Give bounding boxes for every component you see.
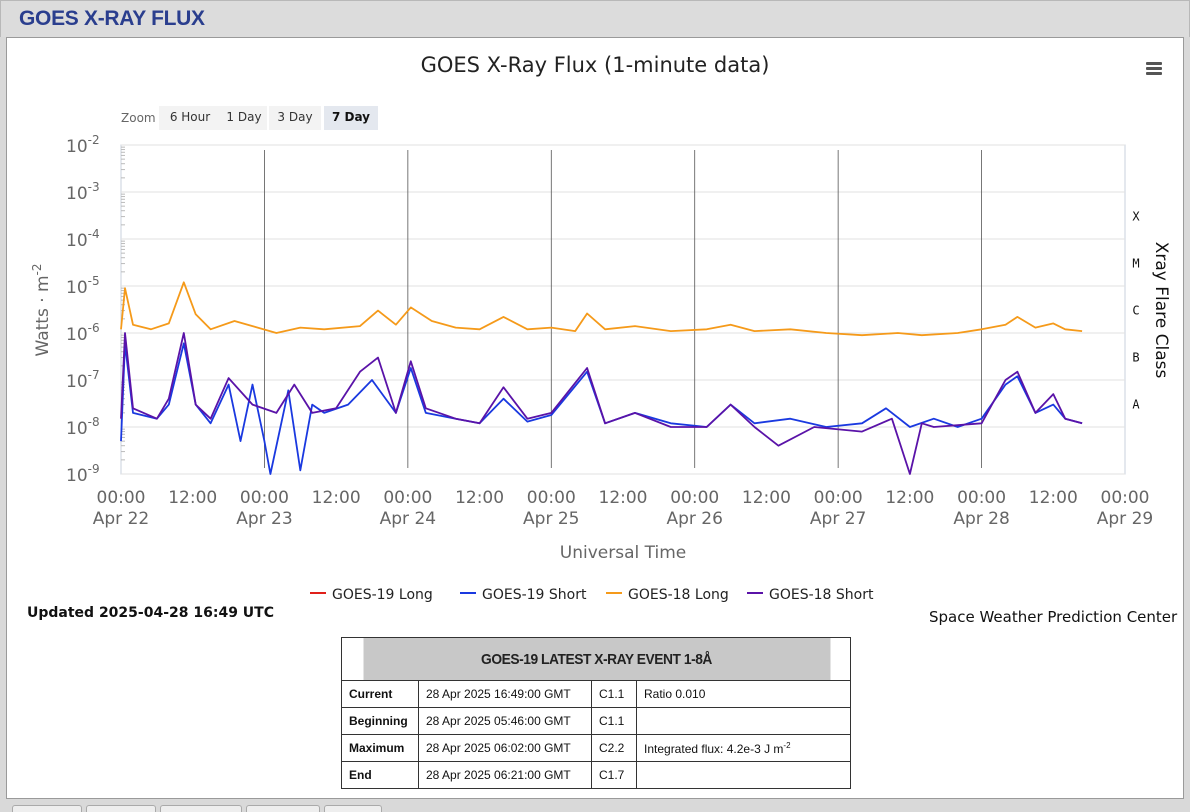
x-tick-time-label: 12:00 (599, 488, 648, 508)
series-line-goes-18-short (120, 332, 1083, 475)
x-tick-date-label: Apr 24 (380, 509, 436, 529)
zoom-label: Zoom (121, 111, 156, 125)
row-label: End (341, 761, 419, 789)
row-class: C1.1 (591, 707, 637, 735)
y-axis-title: Watts · m-2 (30, 263, 53, 356)
legend-goes19-long[interactable]: GOES-19 Long (310, 587, 433, 603)
x-tick-date-label: Apr 28 (953, 509, 1009, 529)
note-text: Integrated flux: 4.2e-3 J m (644, 741, 784, 756)
x-tick-time-label: 00:00 (240, 488, 289, 508)
flare-class-label: M (1132, 257, 1139, 271)
zoom-7-day-button[interactable]: 7 Day (324, 106, 378, 130)
legend-label: GOES-18 Long (628, 587, 729, 603)
row-label: Current (341, 680, 419, 708)
bottom-tab-strip (0, 799, 1190, 812)
right-axis-title: Xray Flare Class (1151, 242, 1171, 379)
bottom-tab[interactable] (324, 805, 382, 812)
x-tick-date-label: Apr 29 (1097, 509, 1153, 529)
bottom-tab[interactable] (86, 805, 156, 812)
flare-class-label: X (1132, 210, 1140, 224)
row-note (636, 707, 851, 735)
x-axis-title: Universal Time (560, 543, 686, 563)
latest-event-table: GOES-19 LATEST X-RAY EVENT 1-8Å Current … (341, 637, 851, 789)
x-tick-time-label: 00:00 (1101, 488, 1150, 508)
chart-title: GOES X-Ray Flux (1-minute data) (420, 53, 770, 77)
legend-goes19-short[interactable]: GOES-19 Short (460, 587, 587, 603)
note-sup: -2 (783, 740, 791, 750)
legend-swatch (747, 592, 763, 594)
x-tick-date-label: Apr 25 (523, 509, 579, 529)
x-tick-date-label: Apr 27 (810, 509, 866, 529)
x-tick-time-label: 12:00 (168, 488, 217, 508)
y-tick-label: 10-7 (66, 368, 100, 392)
legend-swatch (460, 592, 476, 594)
row-label: Beginning (341, 707, 419, 735)
x-tick-time-label: 00:00 (383, 488, 432, 508)
zoom-3-day-button[interactable]: 3 Day (269, 106, 321, 130)
x-tick-time-label: 12:00 (1029, 488, 1078, 508)
x-tick-time-label: 12:00 (742, 488, 791, 508)
legend-label: GOES-19 Short (482, 587, 587, 603)
row-class: C2.2 (591, 734, 637, 762)
y-tick-label: 10-4 (66, 227, 100, 251)
y-tick-label: 10-6 (66, 321, 100, 345)
row-class: C1.7 (591, 761, 637, 789)
updated-timestamp: Updated 2025-04-28 16:49 UTC (27, 605, 274, 621)
x-tick-date-label: Apr 22 (93, 509, 149, 529)
row-note (636, 761, 851, 789)
event-table-title: GOES-19 LATEST X-RAY EVENT 1-8Å (361, 637, 831, 681)
page-header: GOES X-RAY FLUX (0, 0, 1190, 37)
table-row: Beginning 28 Apr 2025 05:46:00 GMT C1.1 (341, 707, 851, 735)
bottom-tab[interactable] (160, 805, 242, 812)
legend-label: GOES-18 Short (769, 587, 874, 603)
x-tick-time-label: 00:00 (527, 488, 576, 508)
x-tick-time-label: 00:00 (670, 488, 719, 508)
x-tick-time-label: 12:00 (885, 488, 934, 508)
zoom-1-day-button[interactable]: 1 Day (221, 106, 267, 130)
flare-class-label: C (1132, 304, 1139, 318)
table-row: Maximum 28 Apr 2025 06:02:00 GMT C2.2 In… (341, 734, 851, 762)
bottom-tab[interactable] (246, 805, 320, 812)
y-tick-label: 10-8 (66, 415, 100, 439)
series-line-goes-18-long (120, 281, 1083, 337)
flare-class-label: A (1132, 398, 1140, 412)
y-tick-label: 10-9 (66, 462, 100, 486)
legend-swatch (310, 592, 326, 594)
y-tick-label: 10-3 (66, 180, 100, 204)
chart-menu-icon[interactable] (1146, 62, 1162, 76)
table-row: End 28 Apr 2025 06:21:00 GMT C1.7 (341, 761, 851, 789)
row-time: 28 Apr 2025 06:21:00 GMT (418, 761, 592, 789)
x-tick-time-label: 00:00 (814, 488, 863, 508)
x-tick-date-label: Apr 23 (236, 509, 292, 529)
x-tick-time-label: 12:00 (455, 488, 504, 508)
legend-swatch (606, 592, 622, 594)
x-tick-time-label: 12:00 (312, 488, 361, 508)
x-tick-date-label: Apr 26 (666, 509, 722, 529)
y-tick-label: 10-2 (66, 133, 100, 157)
row-time: 28 Apr 2025 05:46:00 GMT (418, 707, 592, 735)
legend-goes18-short[interactable]: GOES-18 Short (747, 587, 874, 603)
row-note: Integrated flux: 4.2e-3 J m-2 (636, 734, 851, 762)
row-class: C1.1 (591, 680, 637, 708)
x-tick-time-label: 00:00 (97, 488, 146, 508)
credit-text: Space Weather Prediction Center (929, 608, 1178, 626)
row-time: 28 Apr 2025 16:49:00 GMT (418, 680, 592, 708)
row-note: Ratio 0.010 (636, 680, 851, 708)
y-tick-label: 10-5 (66, 274, 100, 298)
row-label: Maximum (341, 734, 419, 762)
zoom-6-hour-button[interactable]: 6 Hour (159, 106, 221, 130)
bottom-tab[interactable] (12, 805, 82, 812)
table-row: Current 28 Apr 2025 16:49:00 GMT C1.1 Ra… (341, 680, 851, 708)
page-title: GOES X-RAY FLUX (19, 7, 205, 30)
series-line-goes-19-short (120, 342, 1083, 475)
legend-label: GOES-19 Long (332, 587, 433, 603)
legend-goes18-long[interactable]: GOES-18 Long (606, 587, 729, 603)
flare-class-label: B (1132, 351, 1139, 365)
x-tick-time-label: 00:00 (957, 488, 1006, 508)
row-time: 28 Apr 2025 06:02:00 GMT (418, 734, 592, 762)
